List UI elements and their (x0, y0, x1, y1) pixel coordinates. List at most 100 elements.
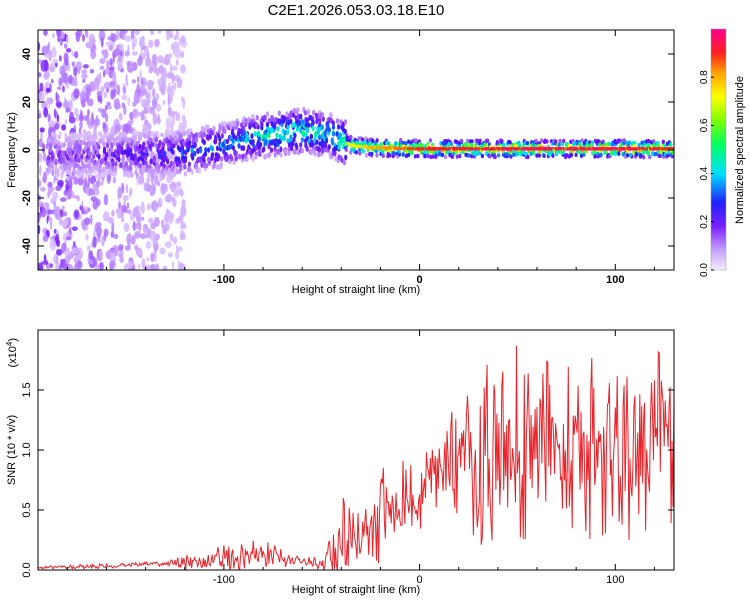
heat-cell (174, 156, 178, 162)
heat-cell (167, 94, 171, 104)
heat-cell (69, 226, 72, 235)
heat-cell (121, 149, 125, 156)
heat-cell (165, 117, 172, 130)
heat-cell (92, 153, 96, 159)
heat-cell (191, 137, 196, 144)
heat-cell (62, 142, 66, 148)
heat-cell (141, 144, 145, 151)
heat-cell (140, 110, 145, 121)
heat-cell (316, 129, 320, 136)
heat-cell (301, 130, 306, 136)
heat-cell (77, 179, 84, 186)
heat-cell (634, 151, 639, 157)
heat-cell (88, 188, 95, 196)
snr-series-line (38, 345, 674, 570)
heat-cell (264, 138, 268, 144)
heat-cell (307, 122, 311, 128)
heat-cell (159, 247, 166, 255)
heat-cell (71, 61, 76, 67)
heat-cell (177, 180, 181, 189)
heat-cell (258, 151, 262, 157)
heat-cell (82, 78, 86, 83)
heat-cell (111, 209, 115, 217)
heat-cell (198, 157, 202, 163)
heat-cell (99, 132, 103, 139)
heat-cell (48, 263, 54, 269)
heat-cell (97, 144, 101, 150)
heat-cell (136, 140, 140, 147)
heat-cell (147, 123, 152, 131)
heat-cell (276, 126, 280, 132)
spectrogram-x-ticks: -100 0 100 (66, 30, 655, 286)
heat-cell (193, 150, 197, 157)
heat-cell (55, 261, 61, 270)
heat-cell (401, 140, 405, 146)
heat-cell (189, 131, 194, 138)
heat-cell (399, 137, 403, 143)
heat-cell (628, 152, 633, 158)
heat-cell (325, 138, 329, 144)
heat-cell (161, 219, 165, 229)
heat-cell (526, 141, 530, 146)
heat-cell (139, 69, 142, 81)
heat-cell (370, 151, 374, 157)
heat-cell (135, 206, 141, 211)
heat-cell (171, 84, 175, 97)
heat-cell (65, 82, 70, 89)
heat-cell (38, 224, 41, 235)
heat-cell (82, 163, 86, 170)
heat-cell (637, 142, 641, 148)
heat-cell (145, 240, 152, 249)
heat-cell (63, 219, 67, 230)
heat-cell (476, 149, 480, 154)
heat-cell (394, 141, 398, 146)
heat-cell (534, 143, 538, 149)
heat-cell (326, 122, 330, 129)
heat-cell (300, 148, 304, 154)
y-tick-label: 1.5 (21, 382, 33, 397)
heat-cell (87, 177, 91, 187)
heat-cell (109, 66, 115, 71)
heat-cell (62, 158, 66, 164)
heat-cell (202, 139, 206, 146)
heat-cell (74, 51, 79, 59)
heat-cell (92, 200, 99, 210)
heat-cell (449, 153, 453, 158)
heat-cell (103, 211, 110, 222)
heat-cell (275, 132, 279, 138)
heat-cell (282, 115, 286, 121)
heat-cell (459, 138, 464, 144)
heat-cell (129, 187, 133, 196)
heat-cell (119, 132, 123, 139)
heat-cell (153, 64, 157, 74)
heat-cell (296, 107, 300, 113)
heat-cell (139, 162, 143, 169)
heat-cell (58, 149, 62, 156)
heat-cell (48, 147, 53, 153)
heat-cell (85, 86, 91, 96)
heat-cell (168, 53, 173, 59)
heat-cell (61, 72, 68, 84)
heat-cell (38, 201, 44, 208)
heat-cell (401, 152, 405, 157)
heat-cell (126, 202, 130, 209)
heat-cell (333, 150, 337, 157)
heat-cell (282, 135, 286, 142)
heat-cell (59, 197, 67, 202)
heat-cell (155, 242, 159, 251)
heat-cell (58, 55, 62, 62)
heat-cell (161, 146, 165, 152)
heat-cell (648, 154, 652, 160)
heat-cell (106, 173, 112, 184)
heat-cell (126, 141, 130, 148)
heat-cell (286, 129, 290, 136)
heat-cell (78, 171, 82, 178)
heat-cell (407, 139, 411, 144)
heat-cell (79, 205, 82, 211)
heat-cell (90, 214, 93, 226)
heat-cell (358, 151, 362, 156)
heat-cell (493, 154, 497, 160)
heat-cell (168, 252, 173, 258)
heat-cell (43, 59, 49, 72)
heat-cell (146, 257, 149, 262)
